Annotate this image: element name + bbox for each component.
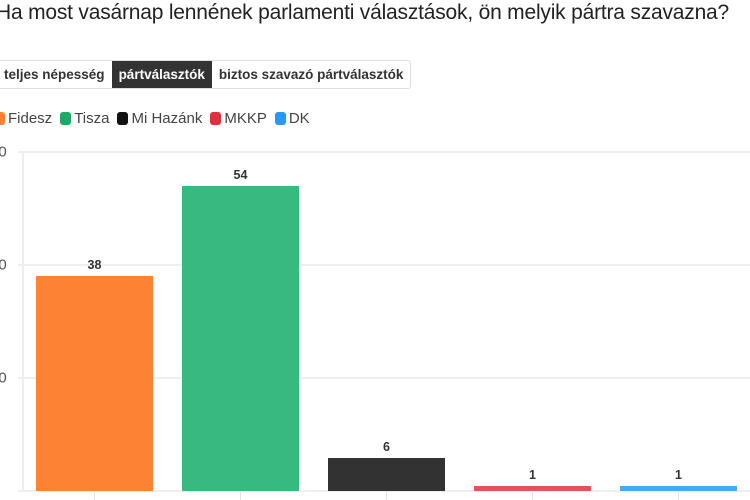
chart-title: Ha most vasárnap lennének parlamenti vál…: [0, 1, 730, 24]
bar-value-label: 1: [675, 468, 682, 482]
x-tick: [386, 492, 387, 500]
gridline-60: [18, 151, 750, 153]
x-tick: [240, 492, 241, 500]
y-tick-label: 20: [0, 369, 7, 387]
legend-label: Fidesz: [8, 110, 53, 127]
view-tab-group: teljes népesség pártválasztók biztos sza…: [0, 60, 412, 89]
gridline-40: [18, 264, 750, 266]
legend-item-mi-hazank[interactable]: Mi Hazánk: [117, 110, 202, 127]
y-tick-label: 40: [0, 256, 7, 274]
chart-legend: Fidesz Tisza Mi Hazánk MKKP DK: [0, 110, 310, 127]
bar-value-label: 54: [233, 168, 248, 182]
x-tick: [532, 492, 533, 500]
bar-mkkp[interactable]: [474, 486, 591, 491]
legend-item-mkkp[interactable]: MKKP: [210, 110, 267, 127]
bar-fidesz[interactable]: [36, 276, 153, 491]
bar-tisza[interactable]: [182, 186, 299, 491]
tab-partvalasztok[interactable]: pártválasztók: [111, 61, 212, 88]
legend-swatch-icon: [60, 112, 72, 125]
legend-label: Mi Hazánk: [131, 110, 203, 127]
legend-label: Tisza: [74, 110, 110, 127]
legend-swatch-icon: [274, 112, 286, 125]
legend-label: DK: [288, 110, 310, 127]
legend-label: MKKP: [224, 110, 267, 127]
legend-item-dk[interactable]: DK: [274, 110, 310, 127]
gridline-20: [18, 377, 750, 379]
gridline-0: [18, 490, 750, 492]
tab-biztos-szavazo-partvalasztok[interactable]: biztos szavazó pártválasztók: [218, 67, 404, 82]
x-tick: [678, 492, 679, 500]
bar-dk[interactable]: [620, 486, 737, 491]
bar-value-label: 6: [383, 440, 390, 454]
legend-item-fidesz[interactable]: Fidesz: [0, 110, 52, 127]
legend-item-tisza[interactable]: Tisza: [60, 110, 109, 127]
bar-value-label: 38: [87, 258, 102, 272]
bar-value-label: 1: [529, 468, 536, 482]
y-tick-label: 60: [0, 143, 7, 161]
bar-mi-hazank[interactable]: [328, 458, 445, 491]
tab-teljes-nepesseg[interactable]: teljes népesség: [4, 67, 105, 82]
legend-swatch-icon: [0, 112, 5, 125]
legend-swatch-icon: [210, 112, 222, 125]
legend-swatch-icon: [117, 112, 129, 125]
y-axis-line: [22, 152, 24, 492]
x-tick: [94, 492, 95, 500]
